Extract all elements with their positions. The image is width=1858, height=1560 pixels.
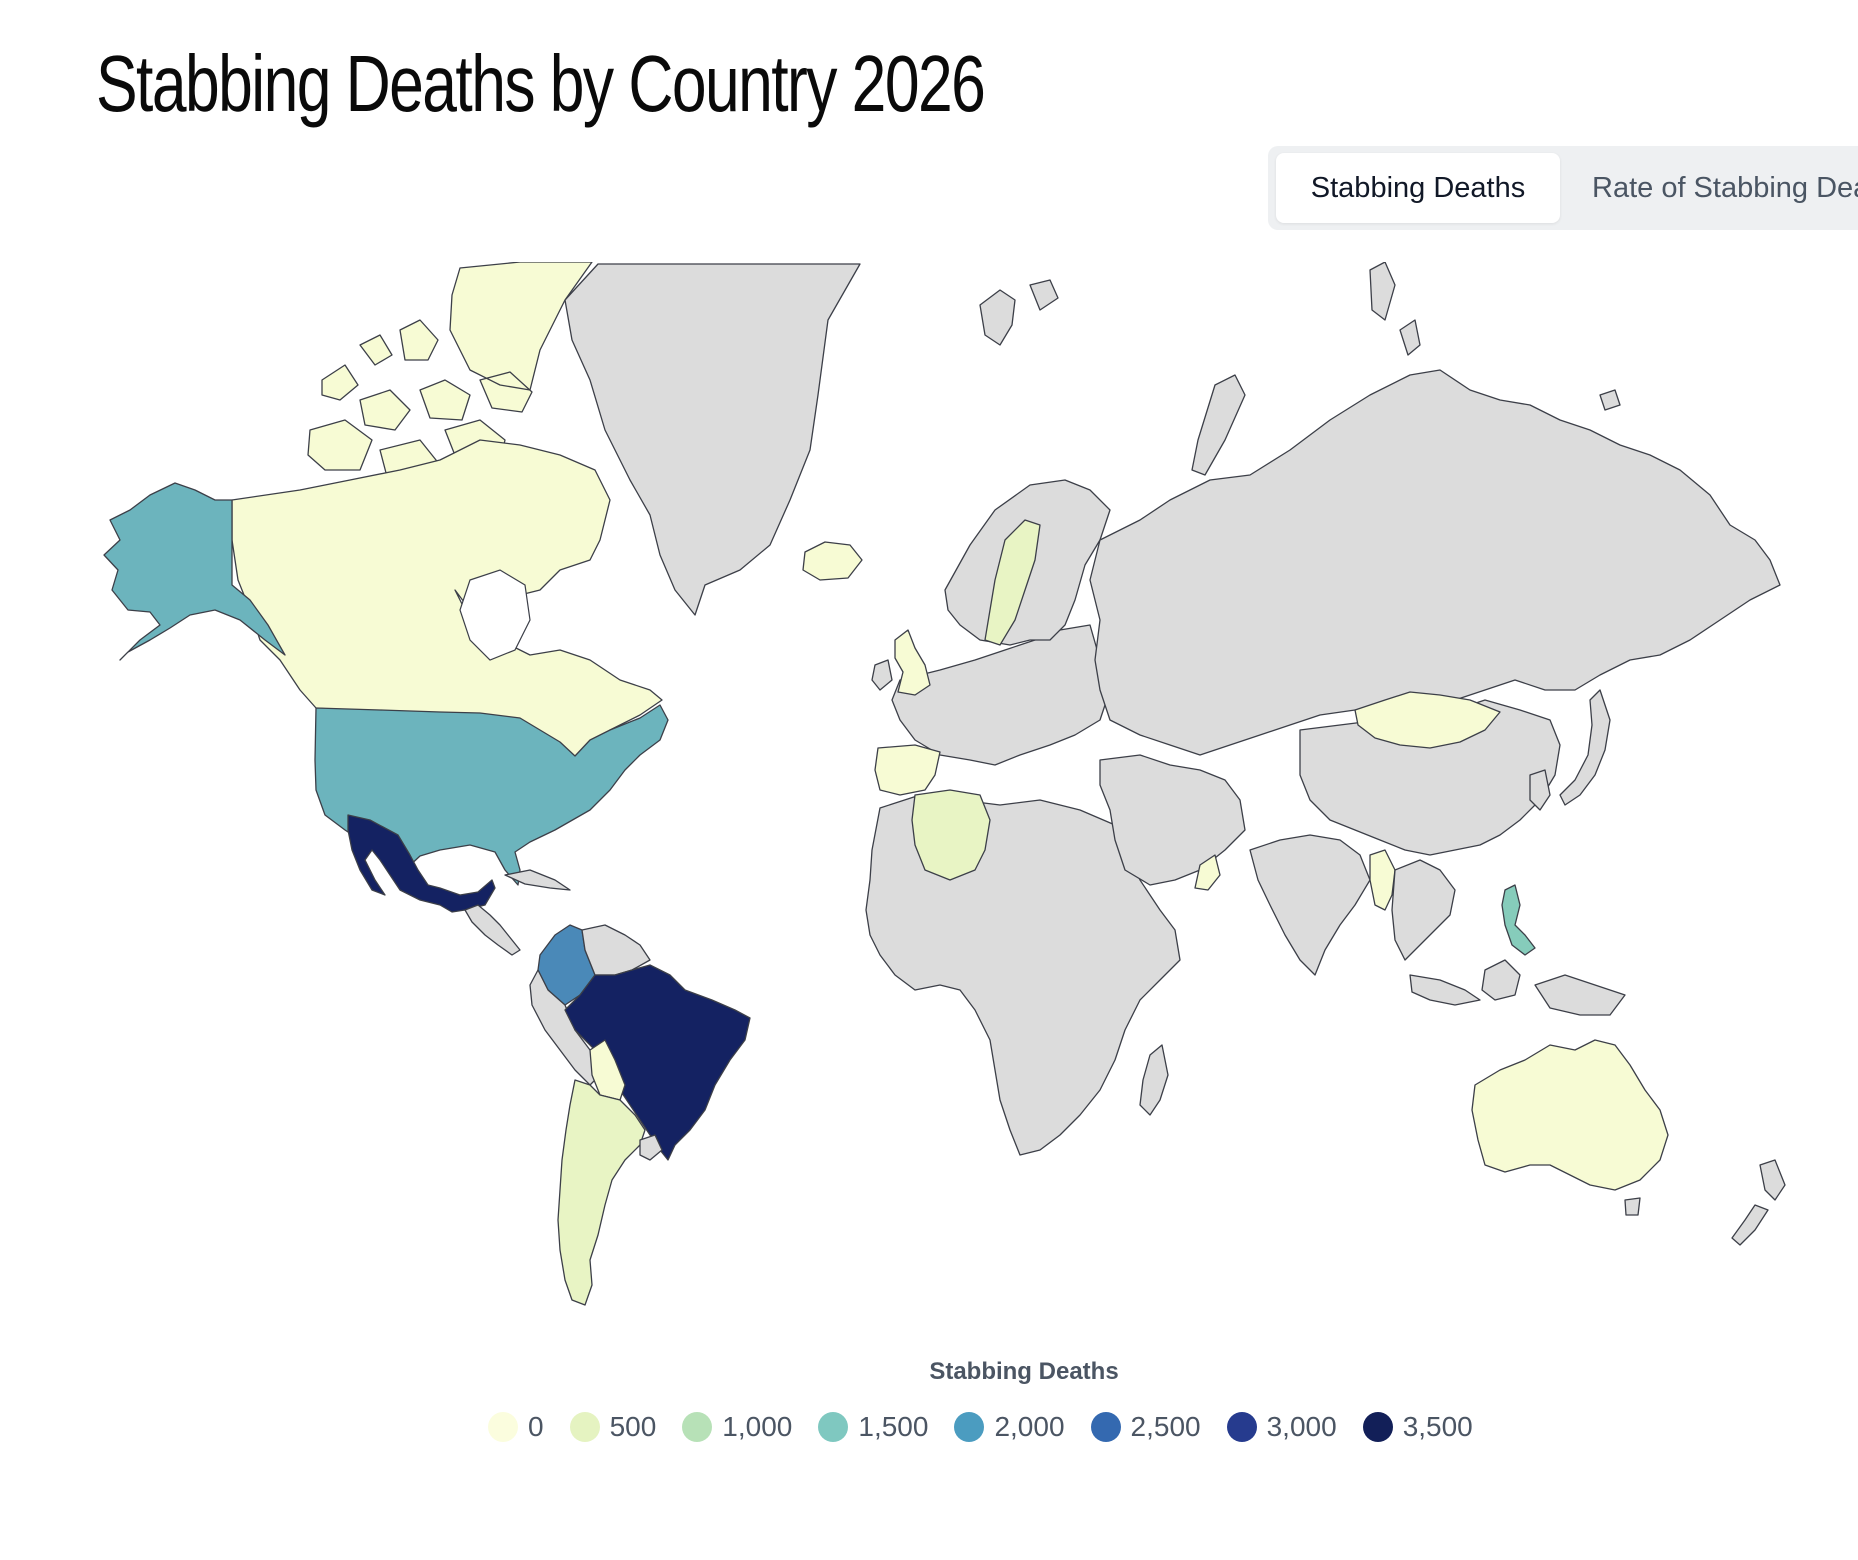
- country-india[interactable]: [1249, 834, 1371, 976]
- country-alaska[interactable]: [103, 482, 286, 661]
- legend-swatch: [818, 1412, 849, 1442]
- country-cuba[interactable]: [504, 869, 571, 891]
- country-japan[interactable]: [1559, 689, 1611, 806]
- region-southeast-asia[interactable]: [1391, 859, 1626, 1016]
- legend-label: 3,000: [1266, 1411, 1337, 1442]
- country-sweden[interactable]: [984, 519, 1041, 646]
- legend-label: 2,500: [1130, 1411, 1201, 1442]
- legend-label: 0: [528, 1411, 544, 1442]
- world-map-svg: [103, 262, 1786, 1306]
- legend-swatch: [488, 1412, 518, 1442]
- country-iceland[interactable]: [802, 541, 863, 581]
- legend-swatch: [1226, 1412, 1257, 1442]
- legend-item-1000[interactable]: 1,000: [682, 1411, 792, 1443]
- tab-rate-of-stabbing-deaths[interactable]: Rate of Stabbing Deaths: [1592, 172, 1858, 204]
- country-spain[interactable]: [874, 744, 941, 796]
- world-choropleth-map: [96, 262, 1858, 1312]
- legend-label: 1,000: [722, 1411, 793, 1442]
- legend-label: 2,000: [994, 1411, 1065, 1442]
- country-ireland[interactable]: [871, 659, 893, 691]
- legend-item-2000[interactable]: 2,000: [954, 1411, 1065, 1443]
- country-new-zealand[interactable]: [1731, 1159, 1786, 1246]
- country-bolivia[interactable]: [589, 1039, 626, 1101]
- country-myanmar[interactable]: [1369, 849, 1396, 911]
- island-arctic-small[interactable]: [1369, 262, 1621, 411]
- country-central-america[interactable]: [464, 904, 521, 956]
- legend-item-1500[interactable]: 1,500: [818, 1411, 928, 1443]
- hudson-bay: [459, 569, 531, 661]
- legend-label: 3,500: [1402, 1411, 1473, 1442]
- country-oman[interactable]: [1194, 854, 1221, 891]
- country-madagascar[interactable]: [1139, 1044, 1169, 1116]
- legend-item-3000[interactable]: 3,000: [1226, 1411, 1337, 1443]
- tab-stabbing-deaths[interactable]: Stabbing Deaths: [1276, 153, 1560, 223]
- country-united-states[interactable]: [314, 704, 669, 886]
- region-europe[interactable]: [891, 624, 1111, 766]
- region-africa[interactable]: [865, 794, 1181, 1156]
- legend-swatch: [1090, 1412, 1121, 1442]
- legend-item-0[interactable]: 0: [488, 1411, 544, 1443]
- page-title: Stabbing Deaths by Country 2026: [96, 39, 986, 128]
- color-legend: 0 500 1,000 1,500 2,000 2,500 3,000 3,50…: [488, 1402, 1499, 1452]
- country-united-kingdom[interactable]: [894, 629, 931, 696]
- country-greenland[interactable]: [564, 263, 861, 616]
- country-philippines[interactable]: [1501, 884, 1536, 956]
- country-argentina[interactable]: [557, 1079, 646, 1306]
- legend-title: Stabbing Deaths: [929, 1358, 1119, 1385]
- legend-swatch: [1362, 1412, 1393, 1442]
- country-tasmania[interactable]: [1624, 1197, 1641, 1216]
- legend-label: 1,500: [858, 1411, 929, 1442]
- country-uruguay[interactable]: [639, 1134, 663, 1161]
- legend-swatch: [569, 1412, 600, 1442]
- legend-item-2500[interactable]: 2,500: [1090, 1411, 1201, 1443]
- island-novaya-zemlya[interactable]: [1191, 374, 1246, 476]
- country-venezuela[interactable]: [581, 924, 651, 976]
- legend-item-3500[interactable]: 3,500: [1362, 1411, 1473, 1443]
- legend-item-500[interactable]: 500: [569, 1411, 657, 1443]
- country-australia[interactable]: [1471, 1039, 1669, 1191]
- legend-swatch: [954, 1412, 985, 1442]
- country-algeria[interactable]: [911, 789, 991, 881]
- metric-tab-bar: Stabbing Deaths Rate of Stabbing Deaths: [1268, 146, 1858, 230]
- country-korea[interactable]: [1529, 769, 1551, 811]
- island-svalbard[interactable]: [979, 279, 1059, 346]
- legend-label: 500: [609, 1411, 657, 1442]
- country-mexico[interactable]: [347, 814, 496, 913]
- country-russia[interactable]: [1089, 369, 1781, 756]
- legend-swatch: [682, 1412, 713, 1442]
- country-mongolia[interactable]: [1354, 691, 1501, 749]
